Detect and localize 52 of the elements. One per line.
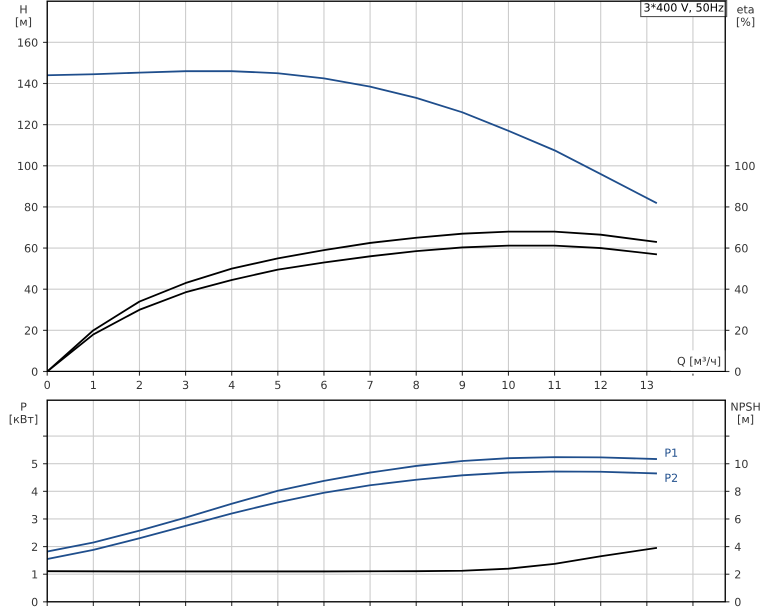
y2-tick-label: 100 — [735, 162, 755, 170]
y-tick-label: 80 — [24, 202, 38, 212]
y-tick-label: 20 — [24, 326, 38, 335]
y2-tick-label: 10 — [735, 460, 748, 468]
y-tick-label: 5 — [32, 460, 38, 468]
y-axis-title: H [м] — [16, 5, 32, 28]
y-tick-label: 140 — [18, 79, 38, 88]
annotation: 3*400 V, 50Hz — [644, 3, 724, 13]
line-series — [47, 456, 657, 552]
x-tick-label: 3 — [182, 380, 188, 390]
line-series — [47, 470, 657, 560]
x-tick-label: 0 — [44, 380, 50, 390]
y2-tick-label: 0 — [735, 598, 741, 606]
y2-tick-label: 4 — [734, 542, 741, 551]
y-tick-label: 2 — [32, 542, 38, 551]
y-tick-label: 160 — [18, 38, 38, 47]
y2-tick-label: 2 — [735, 570, 740, 578]
x-tick-label: 1 — [91, 380, 96, 389]
x-tick-label: 11 — [548, 380, 561, 389]
x-tick-label: 8 — [413, 380, 419, 390]
y2-tick-label: 80 — [735, 202, 748, 212]
y-tick-label: 40 — [24, 285, 38, 294]
y-tick-label: 0 — [32, 598, 38, 606]
y2-tick-label: 20 — [735, 326, 748, 335]
x-axis-title: Q [м³/ч] — [678, 356, 720, 366]
x-tick-label: 4 — [228, 380, 235, 389]
y-tick-label: 1 — [32, 570, 38, 578]
y-axis-title: P [кВт] — [10, 402, 38, 425]
x-tick-label: 7 — [367, 380, 373, 389]
y2-tick-label: 8 — [735, 487, 741, 496]
x-tick-label: 6 — [321, 380, 327, 390]
y2-axis-title: eta [%] — [736, 6, 754, 28]
y-tick-label: 120 — [18, 120, 38, 130]
line-series — [47, 70, 657, 204]
y2-tick-label: 0 — [735, 367, 741, 376]
y2-axis-title: NPSH [м] — [731, 402, 760, 425]
series-label: P1 — [665, 448, 678, 457]
y2-tick-label: 40 — [734, 285, 748, 294]
x-tick-label: 9 — [459, 380, 466, 390]
y-tick-label: 60 — [24, 244, 38, 252]
series-label: P2 — [665, 474, 678, 482]
x-tick-label: 12 — [594, 380, 607, 389]
y-tick-label: 0 — [32, 367, 38, 376]
x-tick-label: 13 — [640, 380, 654, 390]
y2-tick-label: 6 — [735, 514, 741, 524]
y-tick-label: 100 — [18, 162, 38, 170]
y2-tick-label: 60 — [735, 244, 748, 252]
x-tick-label: 5 — [275, 380, 280, 390]
y-tick-label: 3 — [32, 514, 38, 524]
x-tick-label: 10 — [502, 380, 515, 390]
x-tick-label: 2 — [136, 380, 142, 389]
y-tick-label: 4 — [32, 487, 38, 496]
